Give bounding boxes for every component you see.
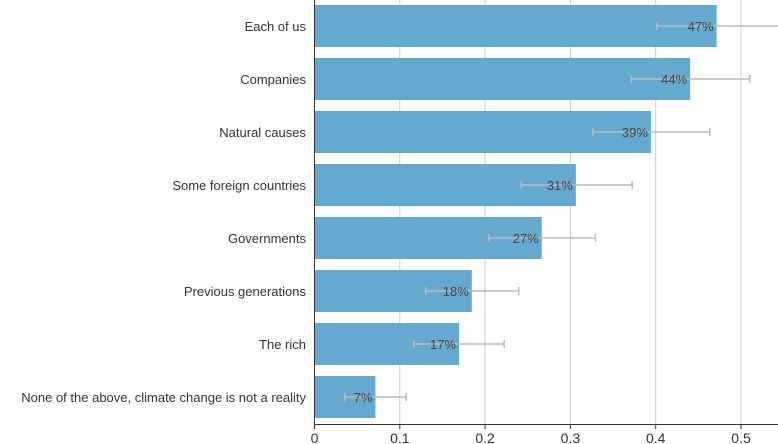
bar[interactable]	[314, 58, 691, 100]
category-label: Governments	[228, 231, 307, 246]
data-label: 31%	[547, 178, 573, 193]
category-label: None of the above, climate change is not…	[21, 390, 306, 405]
category-label: Previous generations	[184, 284, 307, 299]
data-label: 18%	[443, 284, 469, 299]
error-bar	[424, 287, 520, 295]
x-tick-label: 0.1	[390, 430, 410, 444]
error-bar	[488, 234, 597, 242]
data-label: 7%	[354, 390, 373, 405]
data-labels: 47% 44% 39% 31% 27% 18% 17% 7%	[354, 19, 714, 405]
bars	[314, 5, 717, 418]
x-tick-label: 0.2	[475, 430, 495, 444]
category-label: Each of us	[245, 19, 307, 34]
error-bar	[343, 393, 407, 401]
error-bar	[656, 22, 778, 30]
error-bar	[592, 128, 711, 136]
data-label: 44%	[661, 72, 687, 87]
data-label: 17%	[430, 337, 456, 352]
category-label: The rich	[259, 337, 306, 352]
data-label: 47%	[688, 19, 714, 34]
x-tick-label: 0.3	[561, 430, 581, 444]
category-labels: Each of us Companies Natural causes Some fo…	[21, 19, 306, 405]
error-bar	[630, 75, 751, 83]
bar[interactable]	[314, 5, 717, 47]
data-label: 39%	[622, 125, 648, 140]
x-tick-label: 0	[311, 430, 319, 444]
x-tick-label: 0.4	[646, 430, 666, 444]
category-label: Natural causes	[219, 125, 306, 140]
error-bar	[413, 340, 505, 348]
data-label: 27%	[513, 231, 539, 246]
error-bars	[343, 22, 778, 401]
error-bar	[520, 181, 633, 189]
category-label: Companies	[240, 72, 306, 87]
x-tick-label: 0.5	[731, 430, 751, 444]
category-label: Some foreign countries	[172, 178, 306, 193]
x-axis: 0 0.1 0.2 0.3 0.4 0.5	[311, 0, 778, 444]
